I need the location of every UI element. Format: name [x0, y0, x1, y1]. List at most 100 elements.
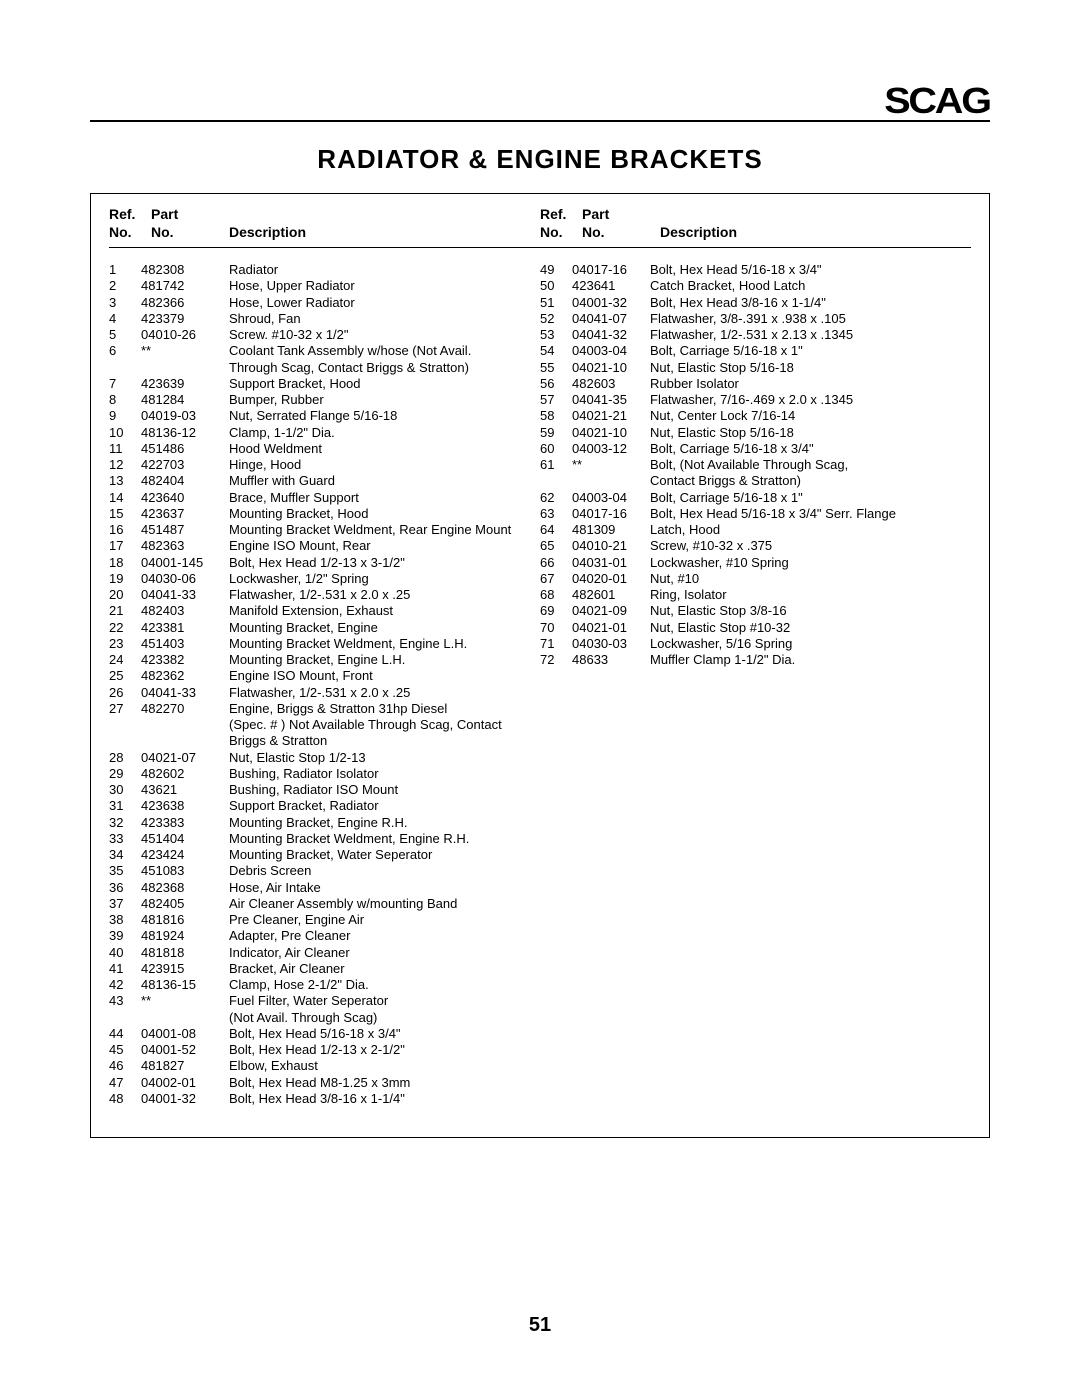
part-description: Mounting Bracket, Engine R.H.: [229, 815, 540, 831]
table-row: 29482602Bushing, Radiator Isolator: [109, 766, 540, 782]
ref-no: 60: [540, 441, 572, 457]
part-description: Fuel Filter, Water Seperator: [229, 993, 540, 1009]
ref-no: 28: [109, 750, 141, 766]
part-no: 481742: [141, 278, 229, 294]
table-row: 6504010-21Screw, #10-32 x .375: [540, 538, 971, 554]
ref-no: 40: [109, 945, 141, 961]
part-no: 482404: [141, 473, 229, 489]
top-rule: [90, 120, 990, 122]
part-description: Engine ISO Mount, Rear: [229, 538, 540, 554]
part-description: Lockwasher, 5/16 Spring: [650, 636, 971, 652]
part-description: Nut, Elastic Stop #10-32: [650, 620, 971, 636]
table-row: 31423638Support Bracket, Radiator: [109, 798, 540, 814]
part-no: 482603: [572, 376, 650, 392]
parts-table: Ref. No. Part No. Description 1482308Rad…: [90, 193, 990, 1138]
table-row: 2804021-07Nut, Elastic Stop 1/2-13: [109, 750, 540, 766]
table-row: 4704002-01Bolt, Hex Head M8-1.25 x 3mm: [109, 1075, 540, 1091]
table-row: 4804001-32Bolt, Hex Head 3/8-16 x 1-1/4": [109, 1091, 540, 1107]
part-description: Manifold Extension, Exhaust: [229, 603, 540, 619]
part-no: 423638: [141, 798, 229, 814]
part-no: **: [141, 343, 229, 359]
part-no: 04003-04: [572, 343, 650, 359]
table-row: 4404001-08Bolt, Hex Head 5/16-18 x 3/4": [109, 1026, 540, 1042]
part-description: Lockwasher, #10 Spring: [650, 555, 971, 571]
part-description: Nut, #10: [650, 571, 971, 587]
part-description: Pre Cleaner, Engine Air: [229, 912, 540, 928]
ref-no: 25: [109, 668, 141, 684]
part-description: Bolt, (Not Available Through Scag,: [650, 457, 971, 473]
table-row: 40481818Indicator, Air Cleaner: [109, 945, 540, 961]
table-row: 43**Fuel Filter, Water Seperator: [109, 993, 540, 1009]
part-no: 04010-26: [141, 327, 229, 343]
part-no: 04021-07: [141, 750, 229, 766]
table-row: 15423637Mounting Bracket, Hood: [109, 506, 540, 522]
table-row: 5904021-10Nut, Elastic Stop 5/16-18: [540, 425, 971, 441]
ref-no: 62: [540, 490, 572, 506]
part-no: 04001-145: [141, 555, 229, 571]
part-description: Engine ISO Mount, Front: [229, 668, 540, 684]
table-row: 7423639Support Bracket, Hood: [109, 376, 540, 392]
ref-no: 52: [540, 311, 572, 327]
part-description: (Not Avail. Through Scag): [229, 1010, 540, 1026]
ref-no: 9: [109, 408, 141, 424]
part-description: Mounting Bracket Weldment, Engine R.H.: [229, 831, 540, 847]
part-description: Brace, Muffler Support: [229, 490, 540, 506]
table-row: 34423424Mounting Bracket, Water Seperato…: [109, 847, 540, 863]
ref-no: 42: [109, 977, 141, 993]
part-description: Nut, Elastic Stop 1/2-13: [229, 750, 540, 766]
ref-no: 34: [109, 847, 141, 863]
ref-no: 45: [109, 1042, 141, 1058]
table-row: 14423640Brace, Muffler Support: [109, 490, 540, 506]
table-row: 4248136-15Clamp, Hose 2-1/2" Dia.: [109, 977, 540, 993]
table-row: 5804021-21Nut, Center Lock 7/16-14: [540, 408, 971, 424]
table-row: 3043621Bushing, Radiator ISO Mount: [109, 782, 540, 798]
ref-no: 53: [540, 327, 572, 343]
part-description: Latch, Hood: [650, 522, 971, 538]
ref-no: 15: [109, 506, 141, 522]
part-no: 482405: [141, 896, 229, 912]
part-description: Flatwasher, 7/16-.469 x 2.0 x .1345: [650, 392, 971, 408]
part-description: Clamp, 1-1/2" Dia.: [229, 425, 540, 441]
ref-no: 13: [109, 473, 141, 489]
part-description: Engine, Briggs & Stratton 31hp Diesel: [229, 701, 540, 717]
part-no: [141, 360, 229, 376]
part-description: (Spec. # ) Not Available Through Scag, C…: [229, 717, 540, 733]
part-no: 04003-12: [572, 441, 650, 457]
table-row: (Not Avail. Through Scag): [109, 1010, 540, 1026]
part-no: 482308: [141, 262, 229, 278]
ref-no: 46: [109, 1058, 141, 1074]
part-no: [141, 717, 229, 733]
part-no: 481827: [141, 1058, 229, 1074]
part-description: Ring, Isolator: [650, 587, 971, 603]
part-no: 43621: [141, 782, 229, 798]
table-row: 21482403Manifold Extension, Exhaust: [109, 603, 540, 619]
table-row: 6**Coolant Tank Assembly w/hose (Not Ava…: [109, 343, 540, 359]
table-row: 2604041-33Flatwasher, 1/2-.531 x 2.0 x .…: [109, 685, 540, 701]
part-no: 451403: [141, 636, 229, 652]
table-row: 4904017-16Bolt, Hex Head 5/16-18 x 3/4": [540, 262, 971, 278]
ref-no: 51: [540, 295, 572, 311]
table-row: Contact Briggs & Stratton): [540, 473, 971, 489]
ref-no: 63: [540, 506, 572, 522]
part-description: Flatwasher, 1/2-.531 x 2.13 x .1345: [650, 327, 971, 343]
table-row: 25482362Engine ISO Mount, Front: [109, 668, 540, 684]
part-description: Flatwasher, 1/2-.531 x 2.0 x .25: [229, 587, 540, 603]
ref-no: 31: [109, 798, 141, 814]
part-no: 04030-06: [141, 571, 229, 587]
part-description: Mounting Bracket, Engine: [229, 620, 540, 636]
table-row: 41423915Bracket, Air Cleaner: [109, 961, 540, 977]
part-description: Bolt, Hex Head 1/2-13 x 3-1/2": [229, 555, 540, 571]
part-no: 423639: [141, 376, 229, 392]
table-row: 27482270Engine, Briggs & Stratton 31hp D…: [109, 701, 540, 717]
part-description: Coolant Tank Assembly w/hose (Not Avail.: [229, 343, 540, 359]
part-no: 04030-03: [572, 636, 650, 652]
ref-no: 23: [109, 636, 141, 652]
part-no: 04001-32: [572, 295, 650, 311]
table-row: 1904030-06Lockwasher, 1/2" Spring: [109, 571, 540, 587]
part-description: Rubber Isolator: [650, 376, 971, 392]
table-row: 35451083Debris Screen: [109, 863, 540, 879]
part-no: 04020-01: [572, 571, 650, 587]
ref-no: 27: [109, 701, 141, 717]
part-description: Contact Briggs & Stratton): [650, 473, 971, 489]
part-description: Indicator, Air Cleaner: [229, 945, 540, 961]
